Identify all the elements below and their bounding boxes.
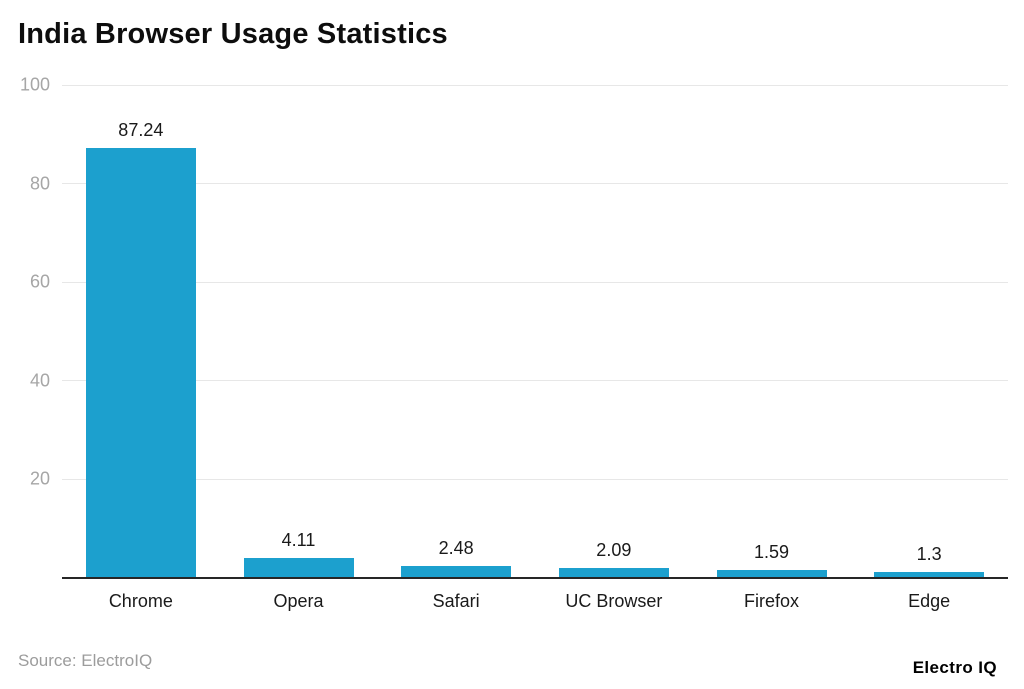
x-axis-label-safari: Safari [432, 591, 480, 611]
bar-firefox [716, 570, 827, 578]
x-axis-label-firefox: Firefox [743, 591, 800, 611]
y-axis-tick-label: 40 [29, 370, 50, 391]
x-axis-label-chrome: Chrome [108, 591, 173, 611]
y-axis-tick-label: 20 [29, 468, 50, 489]
value-label-uc-browser: 2.09 [596, 539, 632, 560]
value-label-safari: 2.48 [438, 537, 474, 558]
x-axis-label-opera: Opera [273, 591, 324, 611]
bar-edge [874, 571, 985, 578]
gridline-20 [62, 478, 1008, 480]
bar-chrome [85, 147, 196, 578]
value-label-opera: 4.11 [281, 529, 316, 550]
bar-opera [243, 557, 354, 578]
value-label-chrome: 87.24 [118, 119, 164, 140]
bar-safari [401, 565, 512, 578]
y-axis-tick-label: 80 [29, 173, 50, 194]
y-axis-tick-label: 100 [19, 74, 50, 95]
x-axis-line [62, 577, 1008, 579]
gridline-60 [62, 281, 1008, 283]
brand-logo-text: Electro IQ [912, 658, 997, 677]
value-label-edge: 1.3 [916, 543, 942, 564]
bar-uc-browser [558, 567, 669, 578]
y-axis-tick-label: 60 [29, 271, 50, 292]
x-axis-label-edge: Edge [908, 591, 951, 611]
source-note: Source: ElectroIQ [18, 651, 153, 670]
gridline-100 [62, 84, 1008, 86]
gridline-40 [62, 380, 1008, 382]
chart-title: India Browser Usage Statistics [18, 18, 448, 50]
value-label-firefox: 1.59 [753, 542, 790, 563]
x-axis-label-uc-browser: UC Browser [565, 591, 663, 611]
gridline-80 [62, 183, 1008, 185]
